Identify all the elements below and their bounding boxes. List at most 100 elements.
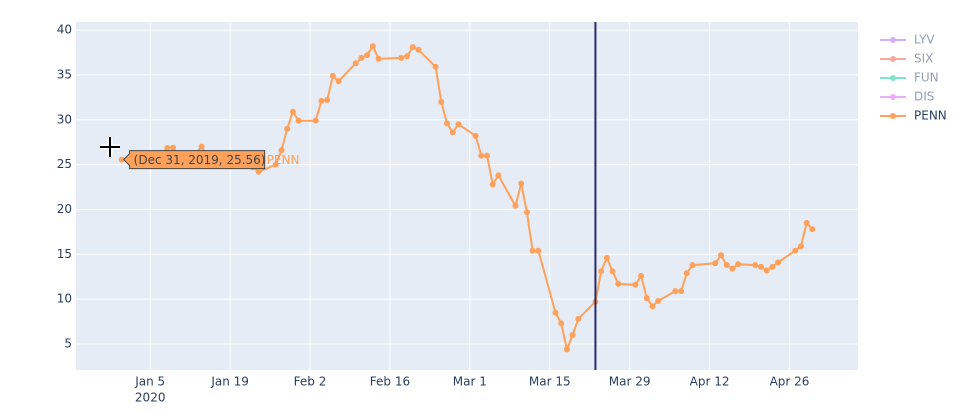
x-tick-label: Apr 12	[690, 375, 730, 389]
y-tick-label: 20	[57, 202, 72, 216]
point	[375, 55, 382, 62]
x-tick-label: Apr 26	[770, 375, 810, 389]
point	[569, 332, 576, 339]
point	[757, 263, 764, 270]
y-tick-label: 30	[57, 112, 72, 126]
point	[318, 97, 325, 104]
x-tick-label: Mar 29	[609, 375, 651, 389]
point	[683, 270, 690, 277]
point	[655, 297, 662, 304]
point	[558, 320, 565, 327]
point	[803, 219, 810, 226]
cursor	[100, 137, 120, 157]
point	[763, 267, 770, 274]
point	[324, 97, 331, 104]
legend-item[interactable]: SIX	[880, 52, 933, 66]
point	[563, 346, 570, 353]
point	[632, 281, 639, 288]
y-tick-label: 5	[64, 336, 72, 350]
point	[198, 143, 205, 150]
point	[518, 180, 525, 187]
point	[369, 43, 376, 50]
legend-item[interactable]: PENN	[880, 109, 947, 123]
point	[575, 315, 582, 322]
x-tick-label: Jan 5	[134, 375, 165, 389]
legend-label: FUN	[914, 71, 939, 85]
point	[478, 152, 485, 159]
point	[638, 272, 645, 279]
point	[170, 144, 177, 151]
point	[278, 147, 285, 154]
point	[609, 268, 616, 275]
point	[552, 309, 559, 316]
point	[809, 226, 816, 233]
point	[255, 168, 262, 175]
point	[797, 243, 804, 250]
point	[615, 280, 622, 287]
point	[729, 265, 736, 272]
point	[523, 209, 530, 216]
x-tick-label: Mar 1	[453, 375, 487, 389]
point	[472, 132, 479, 139]
point	[643, 295, 650, 302]
point	[649, 303, 656, 310]
y-tick-label: 25	[57, 157, 72, 171]
plot-area	[76, 22, 858, 370]
point	[598, 268, 605, 275]
point	[752, 262, 759, 269]
hover-box	[122, 150, 266, 170]
x-tick-label: Feb 2	[294, 375, 327, 389]
point	[449, 129, 456, 136]
point	[529, 247, 536, 254]
x-year-label: 2020	[135, 391, 166, 405]
point	[295, 117, 302, 124]
y-tick-label: 35	[57, 67, 72, 81]
point	[432, 63, 439, 70]
point	[118, 156, 125, 163]
point	[364, 52, 371, 59]
point	[792, 247, 799, 254]
point	[689, 262, 696, 269]
hover-series: PENN	[267, 153, 300, 167]
point	[398, 54, 405, 61]
point	[678, 288, 685, 295]
point	[712, 260, 719, 267]
point	[495, 172, 502, 179]
point	[769, 263, 776, 270]
point	[718, 252, 725, 259]
hover-text: (Dec 31, 2019, 25.56)	[134, 153, 266, 167]
legend-item[interactable]: DIS	[880, 90, 934, 104]
point	[312, 117, 319, 124]
point	[352, 60, 359, 67]
legend-label: PENN	[914, 109, 947, 123]
point	[455, 121, 462, 128]
point	[409, 44, 416, 51]
point	[415, 46, 422, 53]
point	[284, 125, 291, 132]
point	[735, 261, 742, 268]
legend-marker	[890, 56, 896, 62]
point	[483, 152, 490, 159]
grid: 5 10 15 20 25 30 35 40 Jan 5 2020 Jan 19 Feb 2 Feb 1…	[57, 22, 858, 405]
point	[335, 78, 342, 85]
legend-item[interactable]: LYV	[880, 33, 935, 47]
legend-marker	[890, 113, 896, 119]
point	[404, 53, 411, 60]
point	[272, 161, 279, 168]
x-tick-label: Jan 19	[210, 375, 249, 389]
point	[489, 181, 496, 188]
point	[444, 120, 451, 127]
legend-item[interactable]: FUN	[880, 71, 939, 85]
point	[603, 254, 610, 261]
point	[358, 54, 365, 61]
point	[329, 72, 336, 79]
point	[535, 247, 542, 254]
point	[672, 288, 679, 295]
hover-label: (Dec 31, 2019, 25.56) PENN	[122, 150, 300, 170]
legend-label: LYV	[914, 33, 935, 47]
point	[438, 98, 445, 105]
legend-label: DIS	[914, 90, 934, 104]
y-tick-label: 10	[57, 292, 72, 306]
point	[164, 145, 171, 152]
